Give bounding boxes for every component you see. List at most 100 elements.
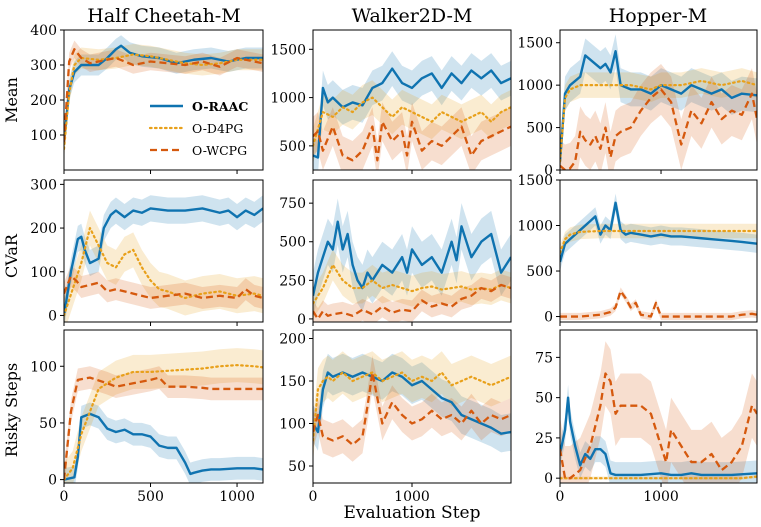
y-tick-label: 1500 [270,42,306,58]
plot-area [560,193,757,321]
band-o-raac [560,193,757,272]
line-o-wcpg [313,283,511,321]
band-o-raac [64,195,263,322]
panel-2-1: 50 100 150 200 0 1000 [279,329,512,505]
panel-1-0: 0 100 200 300 [30,177,264,326]
panel-0-2: 0 500 1000 1500 [517,29,758,179]
x-tick-label: 500 [137,489,164,505]
band-o-wcpg [560,63,757,170]
x-tick-label: 0 [309,489,318,505]
band-o-d4pg [64,210,263,322]
y-tick-label: 750 [279,196,306,212]
column-title-2: Hopper-M [609,5,708,27]
line-o-raac [560,396,757,477]
y-tick-label: 300 [30,58,57,74]
axes-frame [559,179,758,323]
y-tick-label: 0 [48,308,57,324]
line-o-wcpg [560,289,757,318]
plot-area [313,51,511,170]
y-tick-label: 1000 [517,219,553,235]
line-o-raac [560,50,757,162]
band-o-wcpg [64,366,263,483]
line-o-d4pg [560,79,757,163]
plot-area [64,348,263,483]
band-o-d4pg [560,223,757,261]
y-tick-label: 200 [30,221,57,237]
line-o-wcpg [560,88,757,170]
plot-area [64,35,263,160]
legend-label-o-wcpg: O-WCPG [192,143,247,158]
column-title-1: Walker2D-M [352,5,473,27]
y-tick-label: 1500 [517,173,553,189]
y-tick-label: 1000 [517,78,553,94]
y-tick-label: 200 [30,93,57,109]
line-o-d4pg [64,226,263,317]
plot-area [313,198,511,322]
band-o-wcpg [313,274,511,322]
y-tick-label: 200 [279,332,306,348]
plot-area [560,34,757,170]
y-tick-label: 0 [297,312,306,328]
band-o-d4pg [313,351,511,462]
legend: O-RAAC O-D4PG O-WCPG [148,99,248,158]
line-o-d4pg [313,96,511,147]
plot-area [560,341,757,483]
y-tick-label: 500 [526,121,553,137]
legend-label-o-raac: O-RAAC [192,99,248,114]
y-tick-label: 300 [30,177,57,193]
row-label-risky-steps: Risky Steps [2,363,21,458]
band-o-wcpg [64,40,263,151]
y-tick-label: 0 [544,163,553,179]
band-o-wcpg [560,287,757,321]
line-o-raac [313,371,511,435]
y-tick-label: 100 [279,417,306,433]
axes-frame [63,179,264,323]
y-tick-label: 0 [544,471,553,487]
x-tick-label: 1000 [643,489,679,505]
band-o-d4pg [64,44,263,160]
y-tick-label: 0 [544,310,553,326]
line-o-wcpg [313,371,511,446]
panel-0-1: 500 1000 1500 [270,29,512,174]
y-tick-label: 25 [535,431,553,447]
plot-area [313,351,511,462]
line-o-raac [64,207,263,316]
band-o-raac [64,402,263,483]
x-tick-label: 1000 [219,489,255,505]
y-tick-label: 1000 [270,91,306,107]
x-tick-label: 0 [556,489,565,505]
y-tick-label: 400 [30,23,57,39]
band-o-d4pg [64,348,263,483]
panel-2-2: 0 25 50 75 0 1000 [535,329,758,505]
line-o-d4pg [560,475,757,480]
band-o-d4pg [313,249,511,319]
row-label-mean: Mean [2,77,21,123]
panel-0-0: 100 200 300 400 O-RAAC O-D4PG O-WCPG [30,23,264,174]
y-tick-label: 50 [39,416,57,432]
band-o-wcpg [560,341,757,483]
y-tick-label: 75 [535,350,553,366]
panel-1-1: 0 250 500 750 [279,179,512,328]
row-label-cvar: CVaR [2,233,21,278]
line-o-d4pg [313,263,511,305]
band-o-raac [313,353,511,453]
y-tick-label: 500 [279,139,306,155]
line-o-raac [313,67,511,159]
band-o-wcpg [64,265,263,309]
axes-frame [559,329,758,484]
y-tick-label: 1500 [517,36,553,52]
line-o-raac [313,220,511,297]
y-tick-label: 500 [279,235,306,251]
y-tick-label: 50 [535,391,553,407]
line-o-d4pg [313,371,511,442]
line-o-raac [560,201,757,263]
axes-frame [63,329,264,484]
plot-area [64,195,263,322]
y-tick-label: 100 [30,128,57,144]
band-o-raac [313,51,511,170]
legend-label-o-d4pg: O-D4PG [192,121,243,136]
x-axis-label: Evaluation Step [344,503,481,523]
